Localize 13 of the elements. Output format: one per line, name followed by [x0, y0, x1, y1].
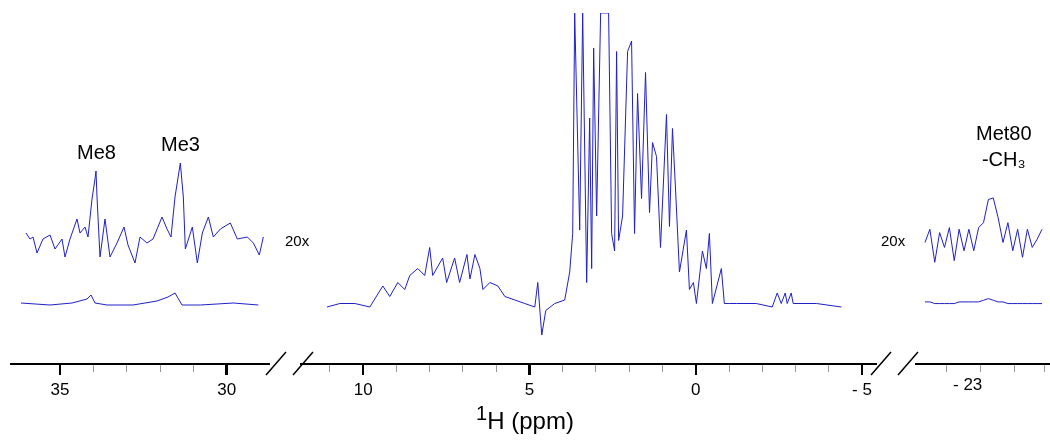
x-tick-label: 30: [217, 380, 237, 400]
annotation: Me8: [77, 141, 116, 163]
text: Met80 -CH₃: [976, 122, 1032, 170]
x-tick-label: 0: [691, 380, 701, 400]
x-tick-label: 35: [50, 380, 70, 400]
text: - 23: [953, 375, 983, 394]
x-axis-title: $^{1}$H (ppm): [475, 402, 575, 435]
x-tick-label: 10: [353, 380, 373, 400]
annotation: Me3: [161, 133, 200, 155]
x-tick-label: 5: [524, 380, 535, 400]
x-tick-label: - 5: [852, 380, 872, 400]
text: 20x: [881, 232, 906, 249]
annotation: 20x: [285, 232, 310, 249]
